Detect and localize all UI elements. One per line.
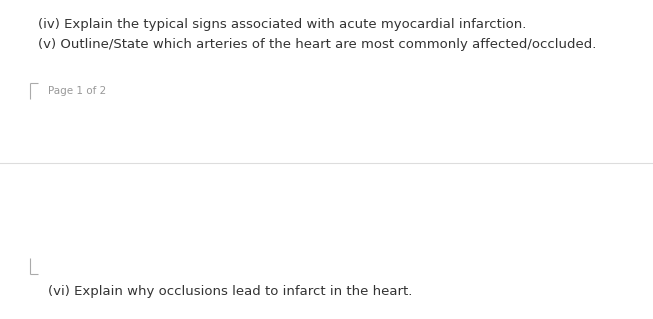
Text: (vi) Explain why occlusions lead to infarct in the heart.: (vi) Explain why occlusions lead to infa… [48, 285, 413, 298]
Text: Page 1 of 2: Page 1 of 2 [48, 86, 106, 96]
Text: (iv) Explain the typical signs associated with acute myocardial infarction.: (iv) Explain the typical signs associate… [38, 18, 526, 31]
Text: (v) Outline/State which arteries of the heart are most commonly affected/occlude: (v) Outline/State which arteries of the … [38, 38, 596, 51]
